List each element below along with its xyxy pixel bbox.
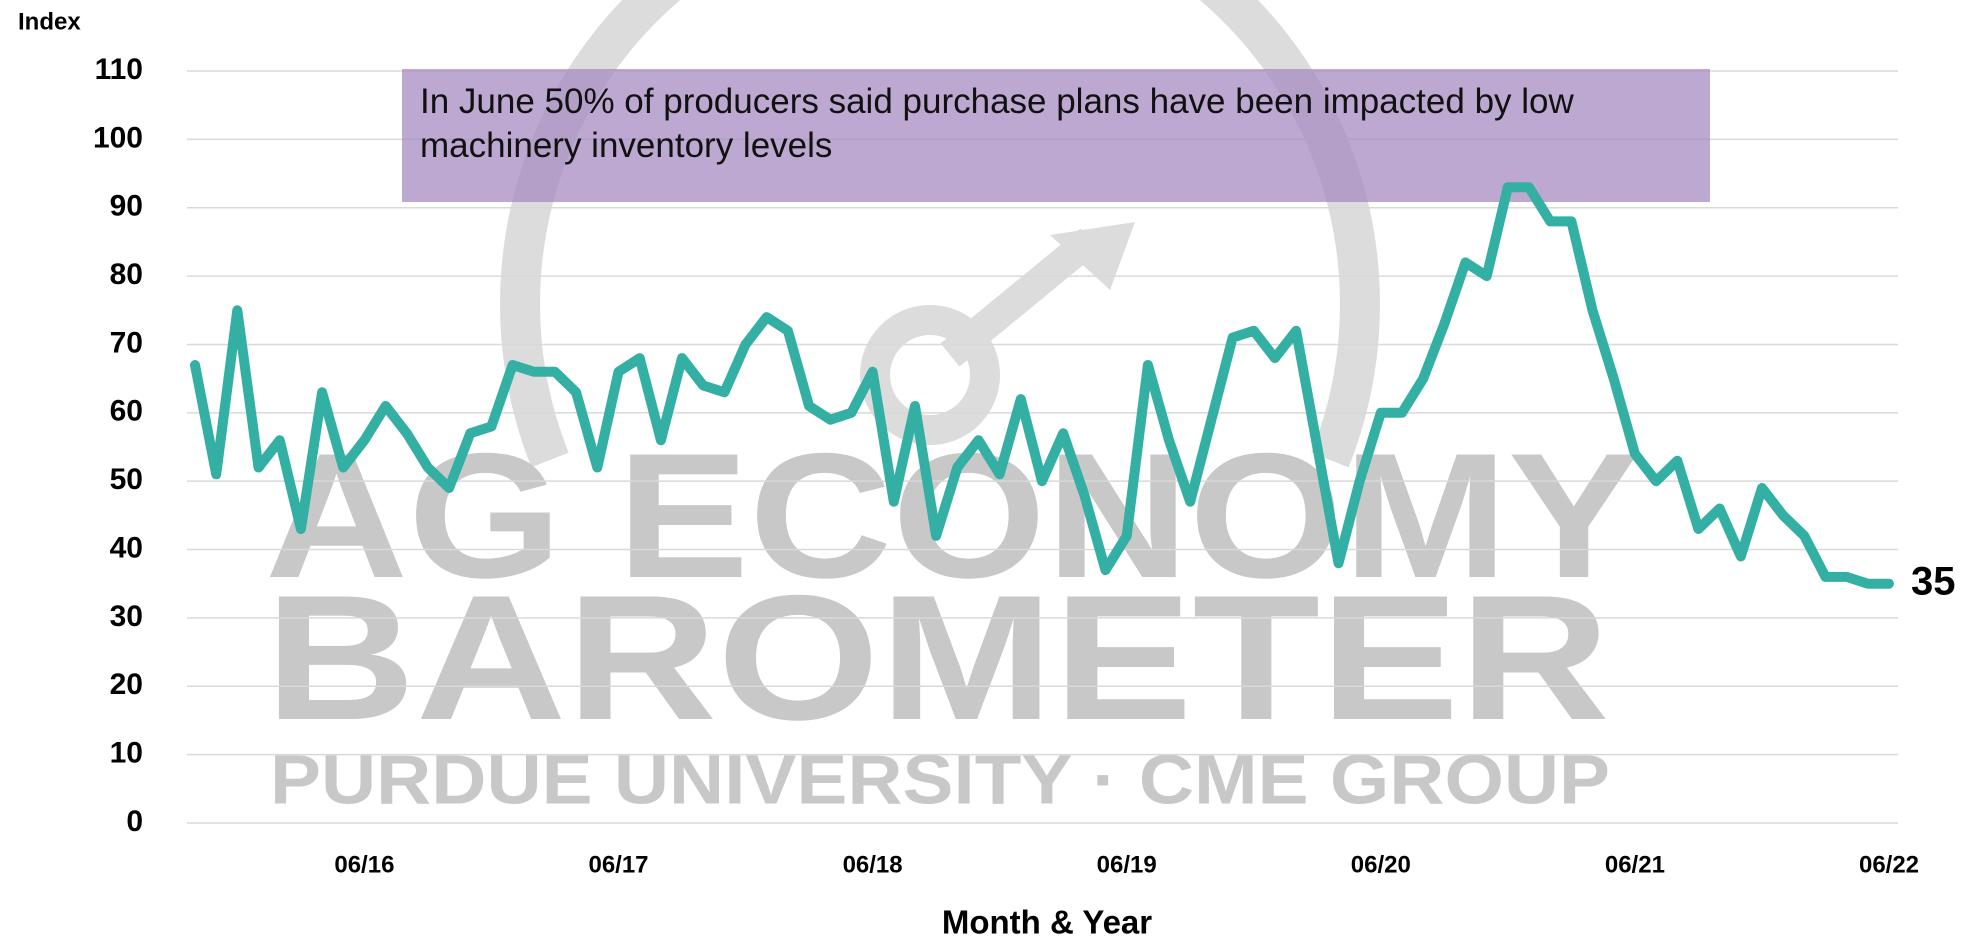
x-tick-label: 06/19: [1097, 851, 1157, 878]
y-tick-label: 40: [110, 531, 143, 564]
x-tick-label: 06/21: [1605, 851, 1665, 878]
y-tick-label: 60: [110, 395, 143, 428]
y-tick-label: 10: [110, 737, 143, 770]
x-tick-label: 06/17: [588, 851, 648, 878]
y-tick-label: 50: [110, 463, 143, 496]
x-axis-title: Month & Year: [942, 904, 1152, 941]
y-axis-title: Index: [18, 8, 81, 35]
y-tick-label: 20: [110, 668, 143, 701]
end-value-label: 35: [1911, 559, 1956, 603]
x-tick-label: 06/16: [334, 851, 394, 878]
annotation-box: [402, 69, 1710, 202]
y-tick-label: 80: [110, 258, 143, 291]
x-tick-label: 06/18: [843, 851, 903, 878]
annotation-text: In June 50% of producers said purchase p…: [420, 82, 1574, 165]
y-tick-label: 110: [95, 53, 143, 86]
watermark-text: AG ECONOMY: [265, 416, 1640, 615]
data-line: [190, 182, 1894, 589]
annotation: In June 50% of producers said purchase p…: [420, 82, 1574, 165]
y-tick-label: 100: [93, 121, 143, 154]
y-tick-label: 0: [126, 805, 143, 838]
x-tick-label: 06/22: [1859, 851, 1919, 878]
y-tick-label: 90: [110, 190, 143, 223]
x-tick-label: 06/20: [1351, 851, 1411, 878]
y-tick-label: 70: [110, 326, 143, 359]
watermark-text: PURDUE UNIVERSITY · CME GROUP: [270, 740, 1610, 818]
watermark-text: BAROMETER: [265, 558, 1610, 757]
y-tick-label: 30: [110, 600, 143, 633]
